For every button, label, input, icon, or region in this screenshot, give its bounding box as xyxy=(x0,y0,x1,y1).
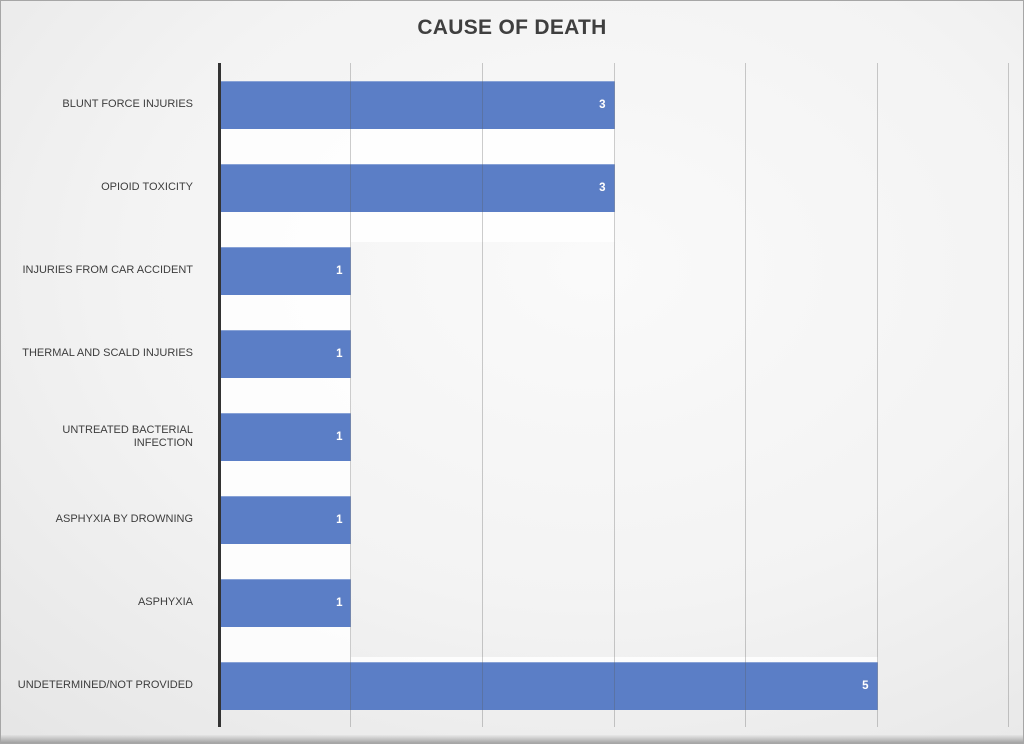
gridline xyxy=(1008,63,1009,727)
slide-edge-shadow xyxy=(1,735,1023,743)
bar-halo-above xyxy=(220,656,878,662)
bar-halo-above xyxy=(220,324,352,330)
bar-value-label: 1 xyxy=(336,264,343,277)
gridline xyxy=(481,63,483,727)
plot-area: 3 3 1 1 1 1 1 5 xyxy=(220,63,1009,727)
bar-halo-below xyxy=(220,377,352,408)
category-label: THERMAL AND SCALD INJURIES xyxy=(22,347,193,360)
category-label: OPIOID TOXICITY xyxy=(101,181,193,194)
bar-halo-above xyxy=(220,407,352,413)
gridline xyxy=(876,63,878,727)
bar: 1 xyxy=(220,412,352,461)
bar-halo-above xyxy=(220,490,352,496)
bar-halo-below xyxy=(220,543,352,574)
category-axis-line xyxy=(218,63,221,727)
bar: 1 xyxy=(220,329,352,378)
bar: 5 xyxy=(220,661,878,710)
bar: 1 xyxy=(220,246,352,295)
category-label: UNTREATED BACTERIAL INFECTION xyxy=(62,423,193,449)
bar-value-label: 1 xyxy=(336,596,343,609)
bar: 1 xyxy=(220,578,352,627)
bar-halo-above xyxy=(220,241,352,247)
bar-halo-below xyxy=(220,211,615,242)
category-label: INJURIES FROM CAR ACCIDENT xyxy=(22,264,193,277)
bar-value-label: 1 xyxy=(336,513,343,526)
chart-title: CAUSE OF DEATH xyxy=(417,16,607,39)
bar-value-label: 1 xyxy=(336,347,343,360)
category-label: UNDETERMINED/NOT PROVIDED xyxy=(17,679,193,692)
bar-value-label: 3 xyxy=(599,98,606,111)
bar-halo-below xyxy=(220,626,352,657)
bar-halo-below xyxy=(220,128,615,159)
bar-halo-below xyxy=(220,460,352,491)
gridline xyxy=(613,63,615,727)
bar-value-label: 1 xyxy=(336,430,343,443)
bar-value-label: 5 xyxy=(862,679,869,692)
category-axis-labels: BLUNT FORCE INJURIES OPIOID TOXICITY INJUR… xyxy=(1,63,206,727)
bar-halo-above xyxy=(220,158,615,164)
category-label: ASPHYXIA xyxy=(137,596,193,609)
bar-halo-below xyxy=(220,294,352,325)
category-label: BLUNT FORCE INJURIES xyxy=(62,98,193,111)
bar-halo-above xyxy=(220,573,352,579)
gridline xyxy=(744,63,746,727)
bar-value-label: 3 xyxy=(599,181,606,194)
bar: 3 xyxy=(220,80,615,129)
bar: 3 xyxy=(220,163,615,212)
bar: 1 xyxy=(220,495,352,544)
gridline xyxy=(350,63,352,727)
category-label: ASPHYXIA BY DROWNING xyxy=(55,513,193,526)
